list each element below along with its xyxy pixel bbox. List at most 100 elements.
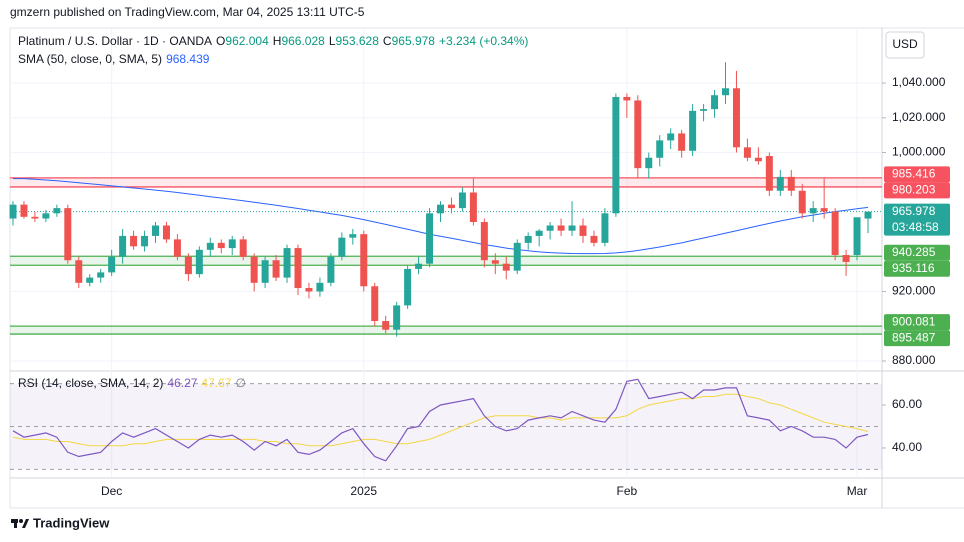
symbol: Platinum / U.S. Dollar · 1D · OANDA: [18, 34, 213, 48]
candle-body: [338, 237, 346, 257]
candle-body: [590, 235, 598, 243]
price-label: 940.285: [892, 245, 936, 259]
candle-body: [732, 88, 740, 148]
candle-body: [645, 157, 653, 169]
x-tick-label: 2025: [350, 484, 377, 498]
candle-body: [458, 192, 466, 209]
price-label: 900.081: [892, 314, 936, 328]
l-label: L: [328, 34, 336, 48]
candle-body: [42, 213, 50, 219]
candle-body: [842, 255, 850, 262]
candle-body: [711, 95, 719, 110]
candle-body: [776, 176, 784, 191]
o-value: 962.004: [225, 34, 269, 48]
candle-body: [382, 321, 390, 330]
price-label-box: [884, 244, 950, 261]
price-label-box: [884, 330, 950, 347]
currency-box[interactable]: [885, 31, 925, 59]
price-label: 935.116: [892, 261, 935, 275]
candle-body: [9, 204, 17, 219]
price-label-box: [884, 166, 950, 183]
zone: [10, 326, 882, 335]
candle-body: [722, 88, 729, 96]
legend-sma: SMA (50, close, 0, SMA, 5) 968.439: [18, 51, 209, 67]
sma-line: [13, 178, 869, 255]
candle-body: [689, 110, 697, 151]
candle-body: [20, 204, 28, 217]
candle-body: [53, 208, 61, 214]
x-tick-label: Mar: [847, 484, 868, 498]
candle-body: [393, 305, 401, 330]
candle-body: [371, 286, 379, 322]
candle-body: [623, 96, 631, 101]
rsi-value: 46.27: [167, 376, 198, 390]
h-value: 966.028: [281, 34, 325, 48]
candle-body: [656, 140, 664, 158]
candle-body: [700, 109, 708, 111]
candle-body: [546, 225, 554, 231]
price-label-box: [884, 260, 950, 277]
published-text: gmzern published on TradingView.com, Mar…: [10, 5, 365, 19]
candle-body: [184, 256, 192, 275]
price-label: 895.487: [892, 330, 936, 344]
published: gmzern published on TradingView.com, Mar…: [10, 3, 364, 21]
candle-body: [349, 234, 357, 238]
y-tick-label: 880.000: [892, 353, 936, 367]
candle-body: [404, 268, 412, 306]
candle-body: [426, 213, 434, 264]
rsi-empty: ∅: [235, 376, 246, 390]
rsi-line: [12, 378, 869, 462]
candle-body: [798, 190, 806, 214]
candle-body: [480, 222, 488, 261]
candle-body: [250, 256, 258, 283]
c-value: 965.978: [391, 34, 435, 48]
candle-body: [316, 282, 324, 292]
candle-body: [513, 242, 521, 271]
candle-body: [239, 239, 247, 257]
legend-rsi: RSI (14, close, SMA, 14, 2) 46.27 47.67 …: [18, 375, 246, 391]
candle-body: [261, 260, 269, 283]
candle-body: [502, 263, 510, 271]
y-tick-label: 920.000: [892, 284, 936, 298]
price-label-box: [884, 182, 950, 199]
rsi-sma-value: 47.67: [201, 376, 232, 390]
candle-body: [130, 235, 138, 247]
zone: [10, 256, 882, 266]
candle-body: [206, 242, 214, 250]
candle-body: [743, 147, 751, 158]
candle-body: [864, 211, 872, 219]
price-label-box: [884, 314, 950, 331]
candle-body: [678, 133, 686, 151]
candle-body: [195, 249, 203, 275]
candle-body: [787, 176, 795, 191]
rsi-name: RSI (14, close, SMA, 14, 2): [18, 376, 164, 390]
candle-body: [831, 211, 839, 256]
x-tick-label: Dec: [101, 484, 122, 498]
l-value: 953.628: [335, 34, 379, 48]
candle-body: [162, 225, 170, 240]
candle-body: [31, 216, 39, 219]
candle-body: [305, 288, 313, 292]
candle-body: [294, 248, 302, 289]
candle-body: [327, 256, 335, 283]
candle-body: [415, 263, 423, 269]
candle-body: [853, 217, 861, 256]
y-tick-label: 1,020.000: [892, 110, 946, 124]
candle-body: [557, 225, 565, 231]
currency: USD: [892, 37, 918, 51]
logo: [11, 519, 29, 528]
price-label: 980.203: [892, 183, 936, 197]
candle-body: [119, 235, 127, 257]
candle-body: [141, 235, 149, 247]
candle-body: [568, 225, 576, 231]
candle-body: [108, 256, 116, 273]
candle-body: [579, 225, 587, 236]
candle-body: [754, 157, 762, 162]
candle-body: [667, 133, 675, 141]
rsi-sma-line: [12, 393, 869, 447]
candle-body: [152, 225, 159, 236]
brand: TradingView: [33, 515, 110, 530]
